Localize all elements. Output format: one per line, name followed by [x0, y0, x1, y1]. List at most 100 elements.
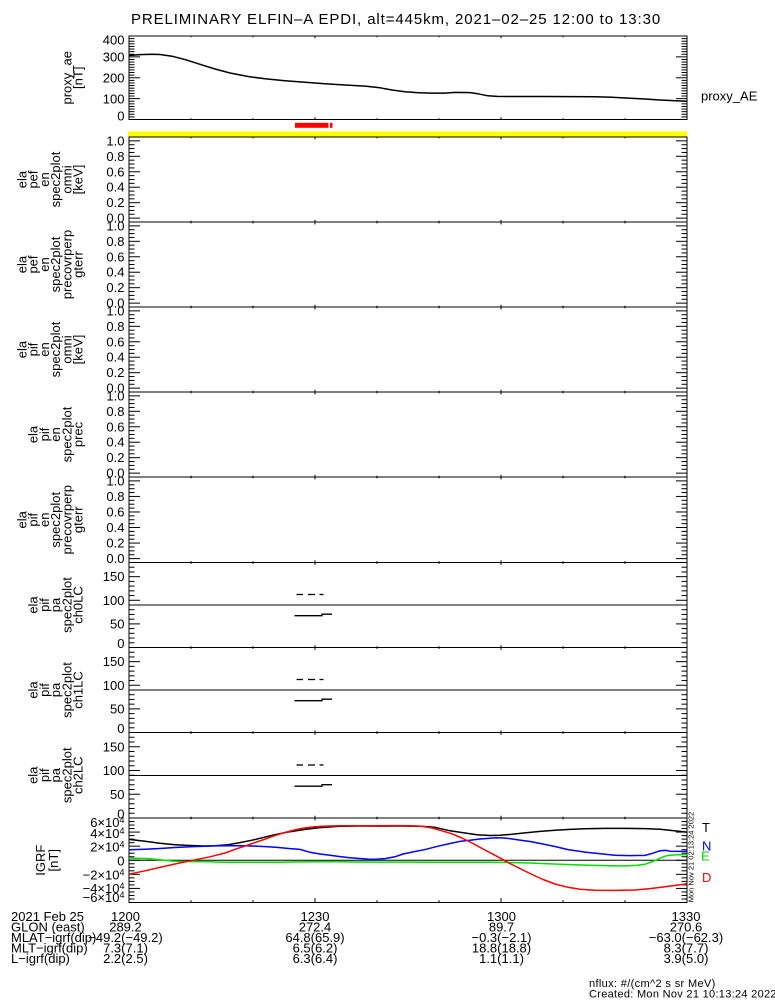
svg-text:ela: ela — [15, 340, 30, 358]
svg-text:0: 0 — [117, 854, 124, 869]
svg-text:6.5(6.2): 6.5(6.2) — [293, 941, 338, 956]
svg-text:pef: pef — [26, 170, 41, 188]
svg-text:pif: pif — [37, 427, 52, 441]
svg-text:PRELIMINARY ELFIN–A EPDI, alt=: PRELIMINARY ELFIN–A EPDI, alt=445km, 202… — [131, 11, 661, 28]
svg-text:spec2plot: spec2plot — [48, 236, 63, 292]
svg-text:3.9(5.0): 3.9(5.0) — [664, 951, 709, 966]
svg-text:Created: Mon Nov 21 10:13:24 2: Created: Mon Nov 21 10:13:24 2022 — [589, 989, 775, 1000]
svg-text:1330: 1330 — [672, 909, 701, 924]
svg-text:100: 100 — [103, 593, 125, 608]
svg-text:100: 100 — [103, 763, 125, 778]
svg-text:1.0: 1.0 — [106, 218, 124, 233]
svg-text:E: E — [701, 849, 710, 864]
svg-text:pif: pif — [26, 512, 41, 526]
svg-text:0.4: 0.4 — [106, 435, 124, 450]
svg-text:−4×104: −4×104 — [83, 881, 125, 896]
svg-text:spec2plot: spec2plot — [48, 151, 63, 207]
svg-text:400: 400 — [103, 32, 125, 47]
svg-text:0.4: 0.4 — [106, 265, 124, 280]
svg-text:IGRF: IGRF — [33, 845, 48, 876]
svg-text:0.6: 0.6 — [106, 249, 124, 264]
svg-text:[keV]: [keV] — [71, 335, 86, 365]
svg-text:2×104: 2×104 — [90, 840, 124, 855]
svg-text:0.0: 0.0 — [106, 296, 124, 311]
svg-text:0.6: 0.6 — [106, 419, 124, 434]
svg-text:en: en — [37, 342, 52, 356]
svg-text:2.2(2.5): 2.2(2.5) — [103, 951, 148, 966]
svg-text:ela: ela — [26, 681, 41, 699]
svg-text:1.0: 1.0 — [106, 133, 124, 148]
svg-text:0.2: 0.2 — [106, 450, 124, 465]
svg-text:1300: 1300 — [487, 909, 516, 924]
svg-text:MLAT−igrf(dip): MLAT−igrf(dip) — [11, 930, 96, 945]
svg-text:spec2plot: spec2plot — [48, 321, 63, 377]
svg-text:spec2plot: spec2plot — [48, 492, 63, 548]
svg-text:N: N — [702, 839, 711, 854]
svg-text:−63.0(−62.3): −63.0(−62.3) — [649, 930, 723, 945]
svg-text:6.3(6.4): 6.3(6.4) — [293, 951, 338, 966]
svg-text:spec2plot: spec2plot — [59, 577, 74, 633]
svg-text:0.4: 0.4 — [106, 350, 124, 365]
svg-text:0: 0 — [117, 108, 124, 123]
svg-text:T: T — [702, 820, 710, 835]
svg-text:gterr: gterr — [71, 506, 86, 533]
svg-text:MLT−igrf(dip): MLT−igrf(dip) — [11, 941, 88, 956]
svg-text:150: 150 — [103, 569, 125, 584]
svg-text:272.4: 272.4 — [299, 920, 332, 935]
svg-text:0.4: 0.4 — [106, 520, 124, 535]
svg-text:0.2: 0.2 — [106, 536, 124, 551]
svg-text:4×104: 4×104 — [90, 826, 124, 841]
svg-text:[nT]: [nT] — [71, 67, 86, 89]
svg-text:[keV]: [keV] — [71, 165, 86, 195]
svg-text:0: 0 — [117, 636, 124, 651]
svg-text:GLON (east): GLON (east) — [11, 920, 85, 935]
svg-text:1230: 1230 — [301, 909, 330, 924]
svg-text:0.6: 0.6 — [106, 334, 124, 349]
svg-text:−0.3(−2.1): −0.3(−2.1) — [472, 930, 532, 945]
svg-text:ch2LC: ch2LC — [71, 756, 86, 794]
svg-text:en: en — [37, 513, 52, 527]
svg-text:150: 150 — [103, 654, 125, 669]
svg-text:8.3(7.7): 8.3(7.7) — [664, 941, 709, 956]
svg-text:64.8(65.9): 64.8(65.9) — [285, 930, 344, 945]
svg-text:150: 150 — [103, 739, 125, 754]
svg-text:D: D — [702, 870, 711, 885]
svg-text:pif: pif — [37, 598, 52, 612]
svg-text:0: 0 — [117, 721, 124, 736]
svg-text:pa: pa — [48, 682, 63, 697]
svg-text:0.8: 0.8 — [106, 234, 124, 249]
svg-text:1200: 1200 — [111, 909, 140, 924]
svg-text:0: 0 — [117, 807, 124, 822]
svg-text:0.0: 0.0 — [106, 551, 124, 566]
svg-text:1.0: 1.0 — [106, 303, 124, 318]
svg-text:spec2plot: spec2plot — [59, 747, 74, 803]
svg-text:gterr: gterr — [71, 250, 86, 277]
svg-text:ela: ela — [26, 766, 41, 784]
svg-text:2021 Feb 25: 2021 Feb 25 — [11, 909, 84, 924]
svg-text:0.6: 0.6 — [106, 504, 124, 519]
svg-text:7.3(7.1): 7.3(7.1) — [103, 941, 148, 956]
svg-text:1.1(1.1): 1.1(1.1) — [479, 951, 524, 966]
svg-text:pef: pef — [26, 255, 41, 273]
svg-text:en: en — [37, 172, 52, 186]
svg-text:0.0: 0.0 — [106, 381, 124, 396]
svg-text:0.6: 0.6 — [106, 164, 124, 179]
svg-text:proxy_AE: proxy_AE — [701, 89, 758, 104]
svg-text:50: 50 — [110, 787, 124, 802]
svg-text:pa: pa — [48, 597, 63, 612]
svg-text:ela: ela — [15, 255, 30, 273]
svg-text:1.0: 1.0 — [106, 473, 124, 488]
svg-text:300: 300 — [103, 50, 125, 65]
svg-text:omni: omni — [59, 335, 74, 363]
svg-text:pif: pif — [37, 768, 52, 782]
svg-text:prec: prec — [71, 421, 86, 447]
svg-text:100: 100 — [103, 678, 125, 693]
svg-text:200: 200 — [103, 71, 125, 86]
svg-text:−49.2(−49.2): −49.2(−49.2) — [88, 930, 162, 945]
svg-text:ela: ela — [26, 425, 41, 443]
svg-text:nflux: #/(cm^2 s sr MeV): nflux: #/(cm^2 s sr MeV) — [589, 978, 716, 990]
svg-text:proxy_ae: proxy_ae — [59, 51, 74, 104]
svg-text:ch0LC: ch0LC — [71, 586, 86, 624]
svg-text:100: 100 — [103, 92, 125, 107]
svg-text:289.2: 289.2 — [109, 920, 142, 935]
